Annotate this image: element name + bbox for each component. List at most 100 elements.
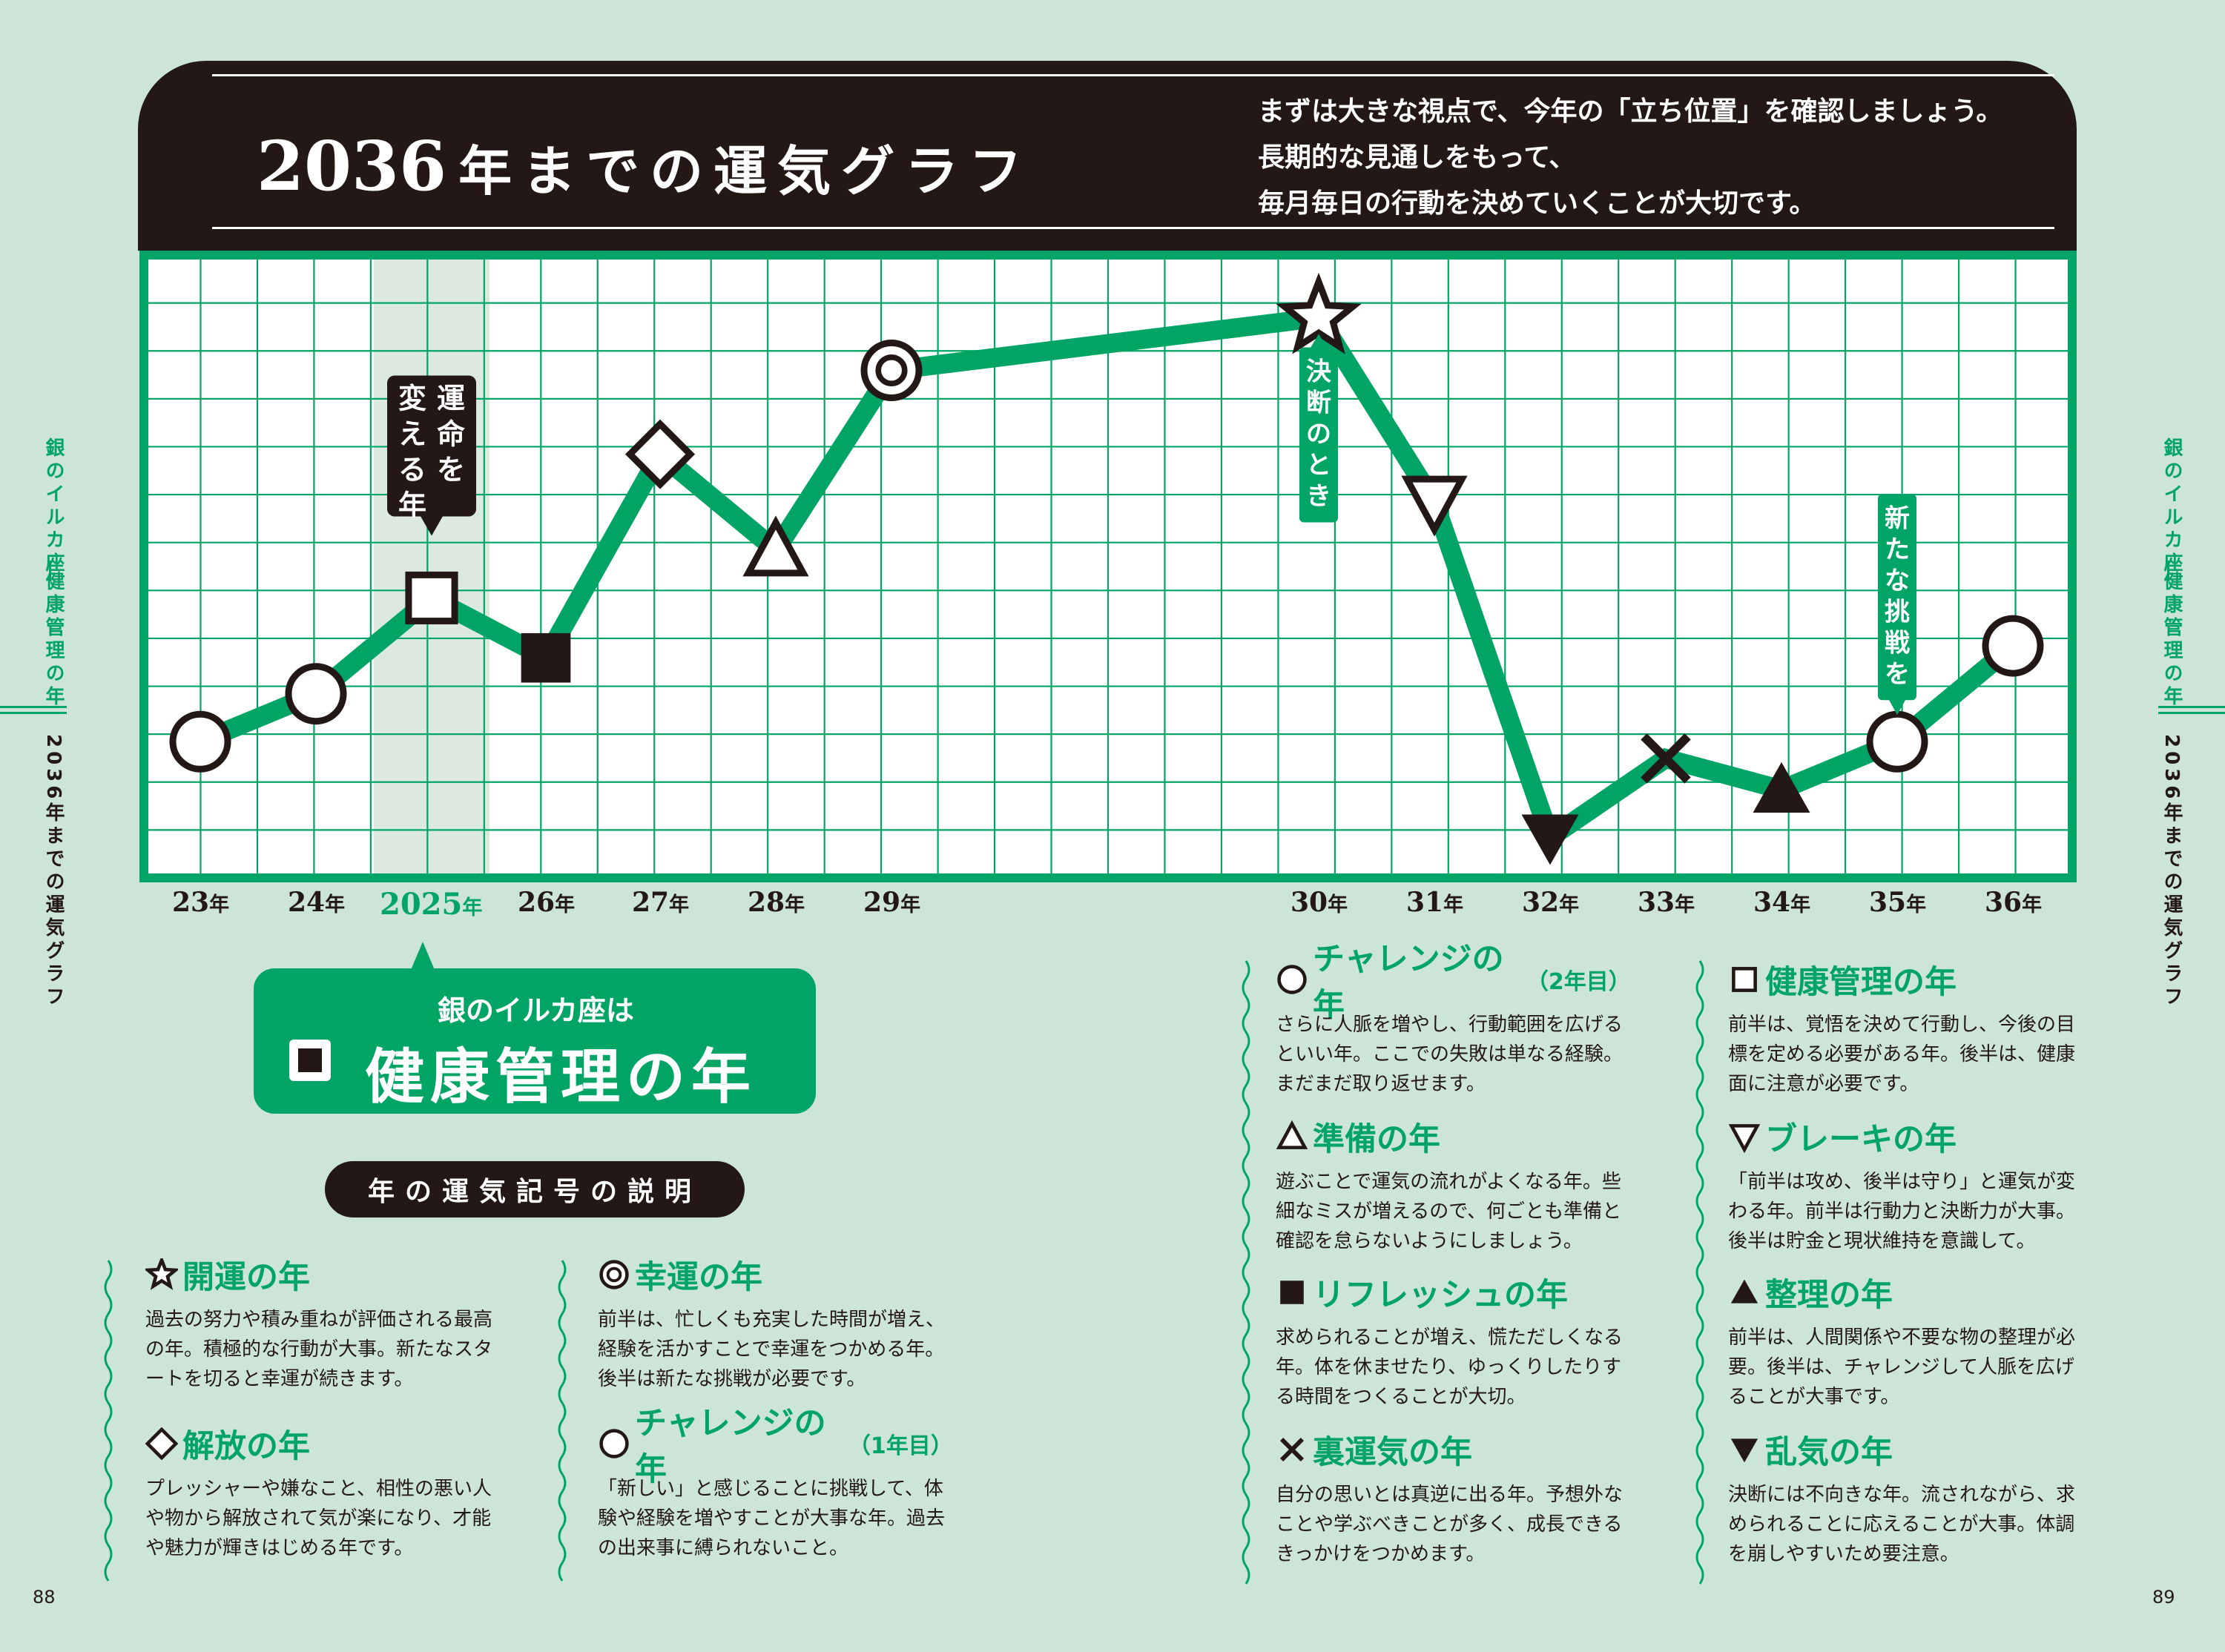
legend-entry-desc: 「前半は攻め、後半は守り」と運気が変わる年。前半は行動力と決断力が大事。後半は貯… bbox=[1728, 1171, 2076, 1252]
wavy-divider bbox=[558, 1260, 567, 1582]
legend-heading: 年の運気記号の説明 bbox=[325, 1161, 745, 1217]
legend-title-text: ブレーキの年 bbox=[1765, 1121, 1957, 1158]
side-rule-left-2 bbox=[0, 712, 67, 714]
annotation-char: の bbox=[1306, 419, 1331, 449]
circle-marker bbox=[1866, 710, 1928, 773]
inverted-triangle-marker bbox=[1401, 475, 1468, 537]
filled-triangle-marker bbox=[1753, 761, 1810, 813]
legend-entry-title: 開運の年 bbox=[145, 1253, 494, 1296]
wavy-divider bbox=[104, 1260, 113, 1582]
x-tick-label: 33年 bbox=[1638, 887, 1695, 918]
annotation-char: る bbox=[398, 453, 426, 486]
wavy-divider bbox=[1242, 960, 1250, 1585]
legend-title-text: チャレンジの年 bbox=[1313, 941, 1504, 1024]
legend-title-text: リフレッシュの年 bbox=[1313, 1277, 1568, 1314]
highlight-column bbox=[374, 255, 490, 878]
legend-entry-title: 整理の年 bbox=[1728, 1271, 2077, 1314]
legend-entry-desc: 自分の思いとは真逆に出る年。予想外なことや学ぶべきことが多く、成長できるきっかけ… bbox=[1276, 1484, 1624, 1565]
legend-entry-title: 幸運の年 bbox=[598, 1253, 946, 1296]
legend-title-text: 幸運の年 bbox=[635, 1259, 762, 1296]
legend-entry-title: 準備の年 bbox=[1276, 1115, 1624, 1158]
legend-entry-title: リフレッシュの年 bbox=[1276, 1271, 1624, 1314]
x-tick-label: 30年 bbox=[1290, 887, 1348, 918]
legend-entry-title: ブレーキの年 bbox=[1728, 1115, 2077, 1158]
intro-text: まずは大きな視点で、今年の「立ち位置」を確認しましょう。 長期的な見通しをもって… bbox=[1258, 96, 2003, 219]
title-text: 年までの運気グラフ bbox=[458, 140, 1033, 202]
legend-entry: 乱気の年決断には不向きな年。流されながら、求められることに応えることが大事。体調… bbox=[1728, 1428, 2077, 1569]
side-label-left-theme: 健康管理の年 bbox=[42, 571, 65, 709]
legend-entry: 開運の年過去の努力や積み重ねが評価される最高の年。積極的な行動が大事。新たなスタ… bbox=[145, 1253, 494, 1394]
cross-icon bbox=[1279, 1437, 1305, 1462]
side-rule-right-2 bbox=[2158, 712, 2225, 714]
legend-title-text: 健康管理の年 bbox=[1765, 964, 1957, 1001]
side-divider-left bbox=[49, 561, 51, 581]
filled-square-icon bbox=[289, 1040, 331, 1081]
side-rule-left bbox=[0, 706, 67, 708]
star-icon bbox=[145, 1258, 178, 1290]
circle-marker bbox=[169, 710, 231, 773]
page-number-right: 89 bbox=[2152, 1587, 2175, 1608]
annotation-char: 年 bbox=[398, 489, 426, 521]
star-marker bbox=[1276, 272, 1362, 354]
side-label-left-title: 2036年までの運気グラフ bbox=[42, 734, 65, 1010]
x-tick-label: 2025年 bbox=[380, 887, 483, 922]
double-circle-marker bbox=[860, 340, 923, 402]
header-rule-top bbox=[212, 74, 2054, 76]
annotation-char: を bbox=[437, 453, 465, 486]
current-year-panel: 銀のイルカ座は 健康管理の年 bbox=[254, 968, 816, 1114]
legend-entry-desc: 過去の努力や積み重ねが評価される最高の年。積極的な行動が大事。新たなスタートを切… bbox=[145, 1309, 493, 1390]
x-tick-label: 36年 bbox=[1985, 887, 2043, 918]
square-icon bbox=[1732, 967, 1757, 992]
circle-marker bbox=[285, 663, 347, 725]
x-tick-label: 26年 bbox=[518, 887, 576, 918]
filled-inverted-triangle-marker bbox=[1521, 814, 1579, 865]
side-label-right-sign: 銀のイルカ座 bbox=[2160, 437, 2183, 575]
legend-title-text: 乱気の年 bbox=[1765, 1434, 1893, 1471]
annotation-char: た bbox=[1885, 535, 1910, 564]
annotation-char: と bbox=[1306, 450, 1331, 480]
x-tick-label: 35年 bbox=[1869, 887, 1927, 918]
legend-title-text: 準備の年 bbox=[1313, 1121, 1440, 1158]
legend-entry-desc: 前半は、人間関係や不要な物の整理が必要。後半は、チャレンジして人脈を広げることが… bbox=[1728, 1326, 2076, 1408]
current-year-subtitle: 銀のイルカ座は bbox=[438, 994, 634, 1027]
x-tick-label: 34年 bbox=[1753, 887, 1811, 918]
x-tick-label: 23年 bbox=[172, 887, 230, 918]
legend-entry-desc: 前半は、覚悟を決めて行動し、今後の目標を定める必要がある年。後半は、健康面に注意… bbox=[1728, 1014, 2076, 1095]
circle-marker bbox=[1982, 615, 2044, 677]
triangle-marker bbox=[742, 515, 809, 577]
legend-entry-desc: 求められることが増え、慌ただしくなる年。体を休ませたり、ゆっくりしたりする時間を… bbox=[1276, 1326, 1624, 1408]
annotation-char: 新 bbox=[1885, 503, 1910, 533]
legend-entry-title: 健康管理の年 bbox=[1728, 958, 2077, 1001]
legend-entry-desc: 前半は、忙しくも充実した時間が増え、経験を活かすことで幸運をつかめる年。後半は新… bbox=[598, 1309, 946, 1390]
filled-square-icon bbox=[1280, 1281, 1304, 1304]
page-title: 2036 年までの運気グラフ bbox=[257, 126, 1032, 206]
legend-entry-desc: 遊ぶことで運気の流れがよくなる年。些細なミスが増えるので、何ごとも準備と確認を怠… bbox=[1276, 1171, 1622, 1252]
x-tick-label: 29年 bbox=[863, 887, 921, 918]
current-year-theme: 健康管理の年 bbox=[365, 1043, 756, 1111]
x-tick-label: 24年 bbox=[288, 887, 346, 918]
cross-marker bbox=[1641, 733, 1691, 784]
legend-entry: チャレンジの年 （1年目） 「新しい」と感じることに挑戦して、体験や経験を増やすこと… bbox=[598, 1405, 953, 1563]
legend-title-text: 裏運気の年 bbox=[1313, 1434, 1472, 1471]
annotation-char: 命 bbox=[437, 417, 465, 450]
annotation-char: き bbox=[1306, 481, 1331, 511]
legend-entry: 裏運気の年自分の思いとは真逆に出る年。予想外なことや学ぶべきことが多く、成長でき… bbox=[1276, 1428, 1624, 1569]
side-label-right-theme: 健康管理の年 bbox=[2160, 571, 2183, 709]
side-label-right-title: 2036年までの運気グラフ bbox=[2160, 734, 2183, 1010]
annotation-char: な bbox=[1885, 566, 1910, 595]
side-divider-right bbox=[2167, 561, 2169, 581]
legend-title-note: （1年目） bbox=[848, 1433, 953, 1459]
legend-entry-desc: さらに人脈を増やし、行動範囲を広げるといい年。ここでの失敗は単なる経験。まだまだ… bbox=[1276, 1014, 1624, 1095]
x-tick-label: 27年 bbox=[632, 887, 690, 918]
annotation-char: 戦 bbox=[1885, 628, 1910, 658]
annotation-char: を bbox=[1885, 659, 1910, 689]
diamond-icon bbox=[145, 1427, 178, 1460]
filled-triangle-icon bbox=[1730, 1279, 1758, 1304]
legend-entry-desc: 決断には不向きな年。流されながら、求められることに応えることが大事。体調を崩しや… bbox=[1728, 1484, 2076, 1565]
title-year: 2036 bbox=[257, 126, 447, 206]
annotation-char: え bbox=[398, 417, 426, 450]
header-rule-bottom bbox=[212, 227, 2054, 229]
panel-pointer bbox=[411, 942, 435, 970]
